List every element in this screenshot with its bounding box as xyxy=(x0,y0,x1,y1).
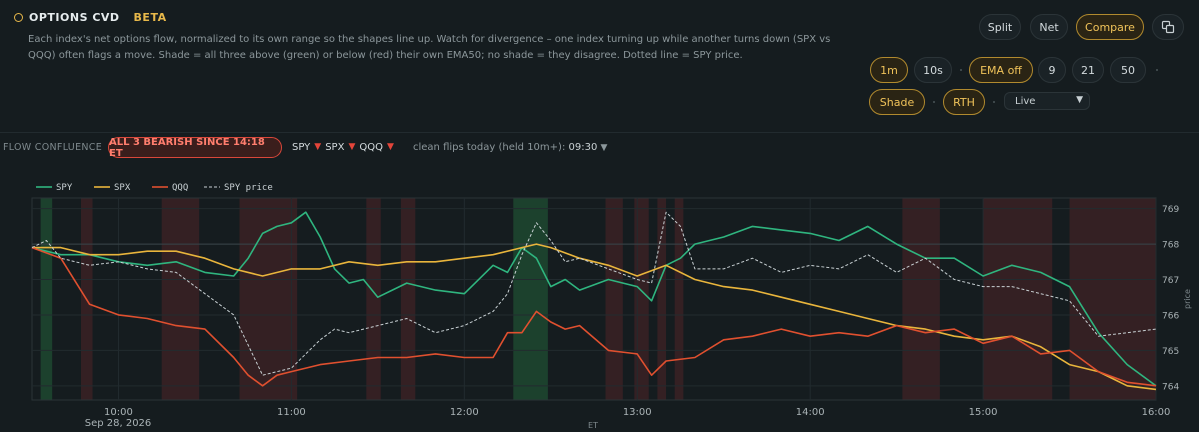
bear-shade-band xyxy=(239,198,298,400)
y-axis-label: price xyxy=(1183,289,1192,309)
compare-button[interactable]: Compare xyxy=(1076,14,1144,40)
mode-select-value: Live xyxy=(1015,95,1036,107)
y-tick-label: 765 xyxy=(1162,347,1179,357)
legend-entry: SPY price xyxy=(224,183,273,193)
grid-lines xyxy=(31,197,1157,401)
status-dot-icon xyxy=(14,13,23,22)
down-triangle-icon: ▼ xyxy=(348,142,356,152)
separator-dot xyxy=(960,69,962,71)
clean-flips[interactable]: clean flips today (held 10m+): 09:30 ▼ xyxy=(413,142,607,153)
x-tick-label: 16:00 xyxy=(1142,407,1171,418)
rth-toggle[interactable]: RTH xyxy=(943,89,985,115)
bull-shade-band xyxy=(513,198,548,400)
date-label: Sep 28, 2026 xyxy=(85,418,152,429)
beta-badge: BETA xyxy=(133,11,167,24)
confluence-tickers: SPY ▼ SPX ▼ QQQ ▼ xyxy=(292,142,394,153)
y-tick-label: 766 xyxy=(1162,311,1179,321)
separator-dot xyxy=(993,101,995,103)
legend-entry: SPY xyxy=(56,183,73,193)
header-divider xyxy=(0,132,1199,133)
cvd-chart[interactable]: 10:00 11:00 12:00 13:00 14:00 15:00 16:00 Sep 2… xyxy=(0,170,1199,432)
y-tick-label: 768 xyxy=(1162,241,1179,251)
x-tick-label: 10:00 xyxy=(104,407,133,418)
split-button[interactable]: Split xyxy=(979,14,1021,40)
flow-confluence-label: FLOW CONFLUENCE xyxy=(3,142,103,153)
ticker-spy: SPY xyxy=(292,142,311,153)
ema-21-button[interactable]: 21 xyxy=(1072,57,1104,83)
ticker-qqq: QQQ xyxy=(359,142,383,153)
panel-header: OPTIONS CVD BETA xyxy=(14,11,167,24)
bear-shade-band xyxy=(902,198,940,400)
chart-legend: SPY SPX QQQ SPY price xyxy=(36,183,273,193)
bear-shade-band xyxy=(657,198,667,400)
interval-10s-button[interactable]: 10s xyxy=(914,57,952,83)
axes: 10:00 11:00 12:00 13:00 14:00 15:00 16:00 Sep 2… xyxy=(85,205,1192,430)
x-axis-label: ET xyxy=(588,421,598,430)
legend-entry: SPX xyxy=(114,183,131,193)
panel-title: OPTIONS CVD xyxy=(29,11,120,24)
bear-shade-band xyxy=(983,198,1053,400)
net-button[interactable]: Net xyxy=(1030,14,1068,40)
ema-off-button[interactable]: EMA off xyxy=(969,57,1033,83)
bear-shade-band xyxy=(1069,198,1156,400)
series-line-qqq xyxy=(31,246,1157,387)
y-tick-label: 764 xyxy=(1162,382,1179,392)
x-tick-label: 12:00 xyxy=(450,407,479,418)
bear-shade-band xyxy=(634,198,649,400)
clean-flips-value: 09:30 xyxy=(568,142,598,153)
bear-shade-band xyxy=(605,198,623,400)
x-tick-label: 15:00 xyxy=(969,407,998,418)
popout-button[interactable] xyxy=(1152,14,1184,40)
shade-toggle[interactable]: Shade xyxy=(869,89,925,115)
clean-flips-label: clean flips today (held 10m+): xyxy=(413,142,566,153)
interval-1m-button[interactable]: 1m xyxy=(870,57,908,83)
y-tick-label: 769 xyxy=(1162,205,1179,215)
bear-shade-band xyxy=(161,198,200,400)
ema-9-button[interactable]: 9 xyxy=(1038,57,1066,83)
x-tick-label: 13:00 xyxy=(623,407,652,418)
series-line-spy-price xyxy=(31,211,1157,376)
y-tick-label: 767 xyxy=(1162,276,1179,286)
chevron-down-icon: ▼ xyxy=(1076,95,1083,105)
series-line-spy xyxy=(31,211,1157,387)
separator-dot xyxy=(1156,69,1158,71)
down-triangle-icon: ▼ xyxy=(386,142,394,152)
popout-icon xyxy=(1161,20,1175,34)
separator-dot xyxy=(933,101,935,103)
x-tick-label: 11:00 xyxy=(277,407,306,418)
shade-bands xyxy=(40,198,1156,400)
series-line-spx xyxy=(32,243,1157,391)
ticker-spx: SPX xyxy=(325,142,345,153)
legend-entry: QQQ xyxy=(172,183,188,193)
bear-shade-band xyxy=(674,198,684,400)
bull-shade-band xyxy=(40,198,53,400)
mode-select[interactable]: Live ▼ xyxy=(1004,92,1090,110)
x-tick-label: 14:00 xyxy=(796,407,825,418)
chevron-down-icon: ▼ xyxy=(600,143,608,153)
confluence-status-badge: ALL 3 BEARISH SINCE 14:18 ET xyxy=(108,137,282,159)
bear-shade-band xyxy=(366,198,381,400)
ema-50-button[interactable]: 50 xyxy=(1110,57,1146,83)
bear-shade-band xyxy=(400,198,416,400)
panel-description: Each index's net options flow, normalize… xyxy=(28,34,831,61)
down-triangle-icon: ▼ xyxy=(314,142,322,152)
series-lines xyxy=(31,211,1157,391)
